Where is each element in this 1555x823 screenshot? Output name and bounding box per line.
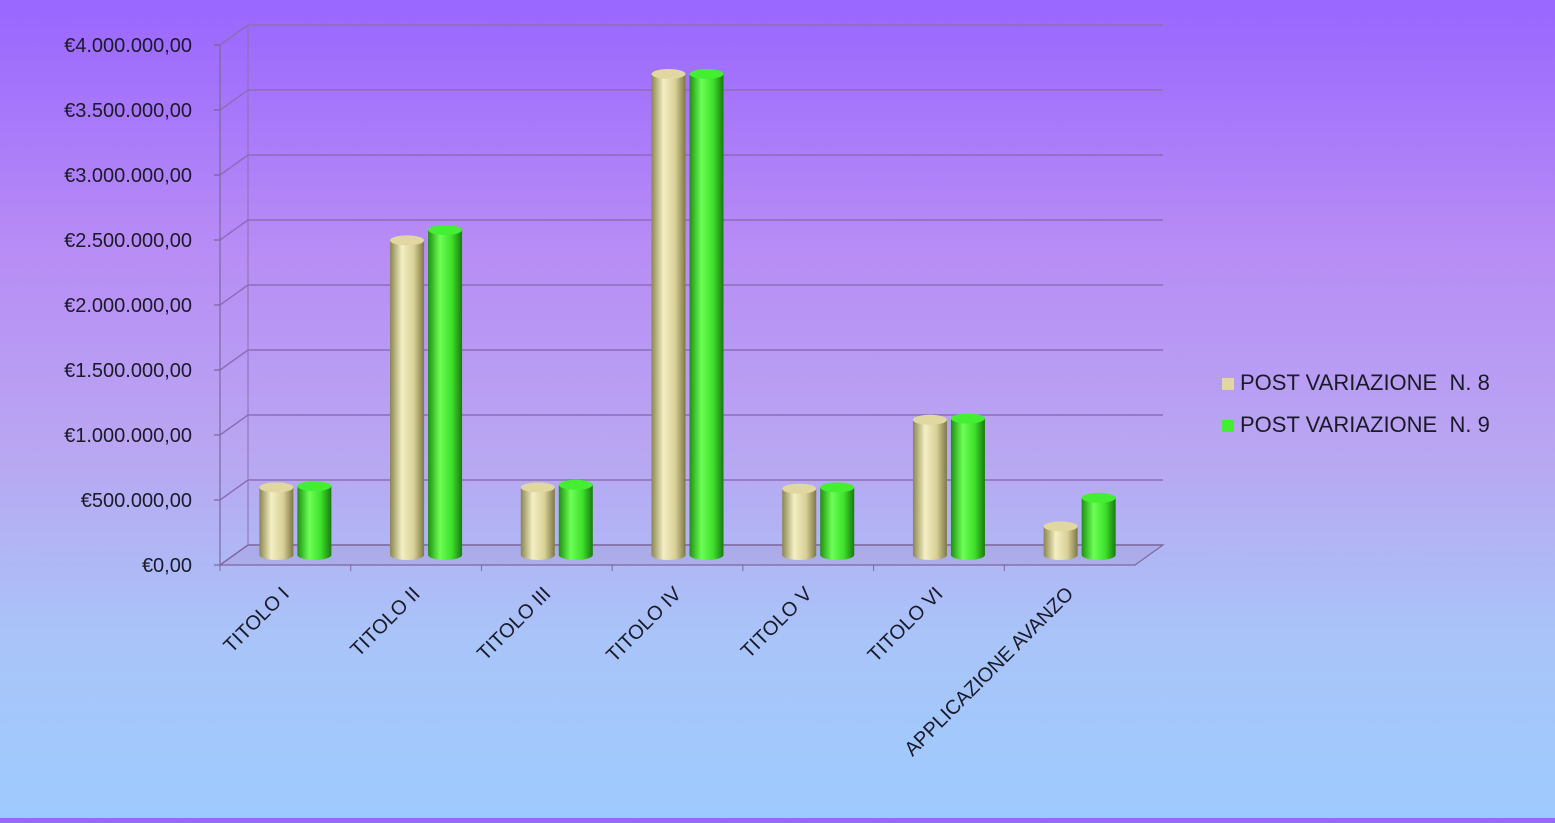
bar-cap (782, 483, 817, 494)
bar-cap (558, 479, 593, 490)
y-tick-label: €1.500.000,00 (64, 360, 192, 382)
bar-body (912, 419, 947, 555)
bar-base (782, 550, 817, 560)
bar (259, 482, 294, 560)
bar-base (651, 550, 686, 560)
legend-swatch (1222, 378, 1234, 390)
y-tick-label: €1.000.000,00 (64, 425, 192, 447)
bar-cap (520, 482, 555, 493)
legend-item: POST VARIAZIONE N. 9 (1222, 412, 1490, 437)
y-tick-label: €2.500.000,00 (64, 230, 192, 252)
bar-body (390, 240, 425, 555)
x-tick-label: TITOLO V (737, 583, 817, 663)
bar-base (297, 550, 332, 560)
bar-base (1081, 550, 1116, 560)
bar-base (689, 550, 724, 560)
bar-base (259, 550, 294, 560)
bar-body (1081, 497, 1116, 555)
bar-base (912, 550, 947, 560)
bar (912, 414, 947, 560)
bar (297, 481, 332, 560)
bar-cap (1043, 521, 1078, 532)
bars (259, 69, 1116, 560)
legend: POST VARIAZIONE N. 8 POST VARIAZIONE N. 9 (1222, 370, 1490, 437)
bar-cap (820, 482, 855, 493)
bar-body (782, 488, 817, 555)
bar-base (428, 550, 463, 560)
legend-item: POST VARIAZIONE N. 8 (1222, 370, 1490, 395)
bar-base (820, 550, 855, 560)
bar-cap (259, 482, 294, 493)
bar (651, 69, 686, 560)
y-tick-label: €3.500.000,00 (64, 100, 192, 122)
bar-cap (912, 414, 947, 425)
x-tick-label: TITOLO I (220, 583, 294, 657)
y-tick-label: €2.000.000,00 (64, 295, 192, 317)
bar-body (950, 418, 985, 555)
bar-body (428, 230, 463, 555)
x-tick-label: TITOLO II (346, 583, 424, 661)
bar-cap (390, 235, 425, 246)
bar-cap (689, 69, 724, 79)
bar (390, 235, 425, 560)
y-tick-label: €0,00 (142, 555, 192, 577)
bar (820, 482, 855, 560)
legend-swatch (1222, 420, 1234, 432)
bar (689, 69, 724, 560)
legend-label: POST VARIAZIONE N. 9 (1240, 412, 1490, 437)
bar (428, 225, 463, 560)
bar (1081, 492, 1116, 560)
bar-cap (950, 413, 985, 424)
bar-body (820, 487, 855, 555)
axes (214, 25, 1165, 571)
bar-body (259, 487, 294, 555)
bar-base (1043, 550, 1078, 560)
bar (520, 482, 555, 560)
bar-base (950, 550, 985, 560)
x-tick-label: TITOLO VI (864, 583, 948, 667)
y-tick-label: €500.000,00 (81, 490, 192, 512)
y-axis-ticks: €0,00 €500.000,00 €1.000.000,00 €1.500.000,… (64, 35, 192, 577)
x-axis-ticks: TITOLO I TITOLO II TITOLO III TITOLO IV TITO… (220, 583, 1079, 761)
bar (782, 483, 817, 560)
bar-cap (651, 69, 686, 79)
bar-body (651, 74, 686, 555)
bar-base (558, 550, 593, 560)
bar-cap (428, 225, 463, 235)
legend-label: POST VARIAZIONE N. 8 (1240, 370, 1490, 395)
bar-body (558, 484, 593, 555)
x-tick-label: TITOLO IV (602, 583, 686, 667)
x-tick-label: TITOLO III (473, 583, 555, 665)
y-tick-label: €4.000.000,00 (64, 35, 192, 57)
bar-body (520, 487, 555, 555)
bar (1043, 521, 1078, 560)
bar (950, 413, 985, 560)
bar-cap (1081, 492, 1116, 503)
bar-body (689, 74, 724, 555)
gridline (219, 24, 1163, 46)
bar-body (297, 486, 332, 555)
y-tick-label: €3.000.000,00 (64, 165, 192, 187)
bar-cap (297, 481, 332, 492)
bar-base (390, 550, 425, 560)
bar (558, 479, 593, 560)
bar-base (520, 550, 555, 560)
